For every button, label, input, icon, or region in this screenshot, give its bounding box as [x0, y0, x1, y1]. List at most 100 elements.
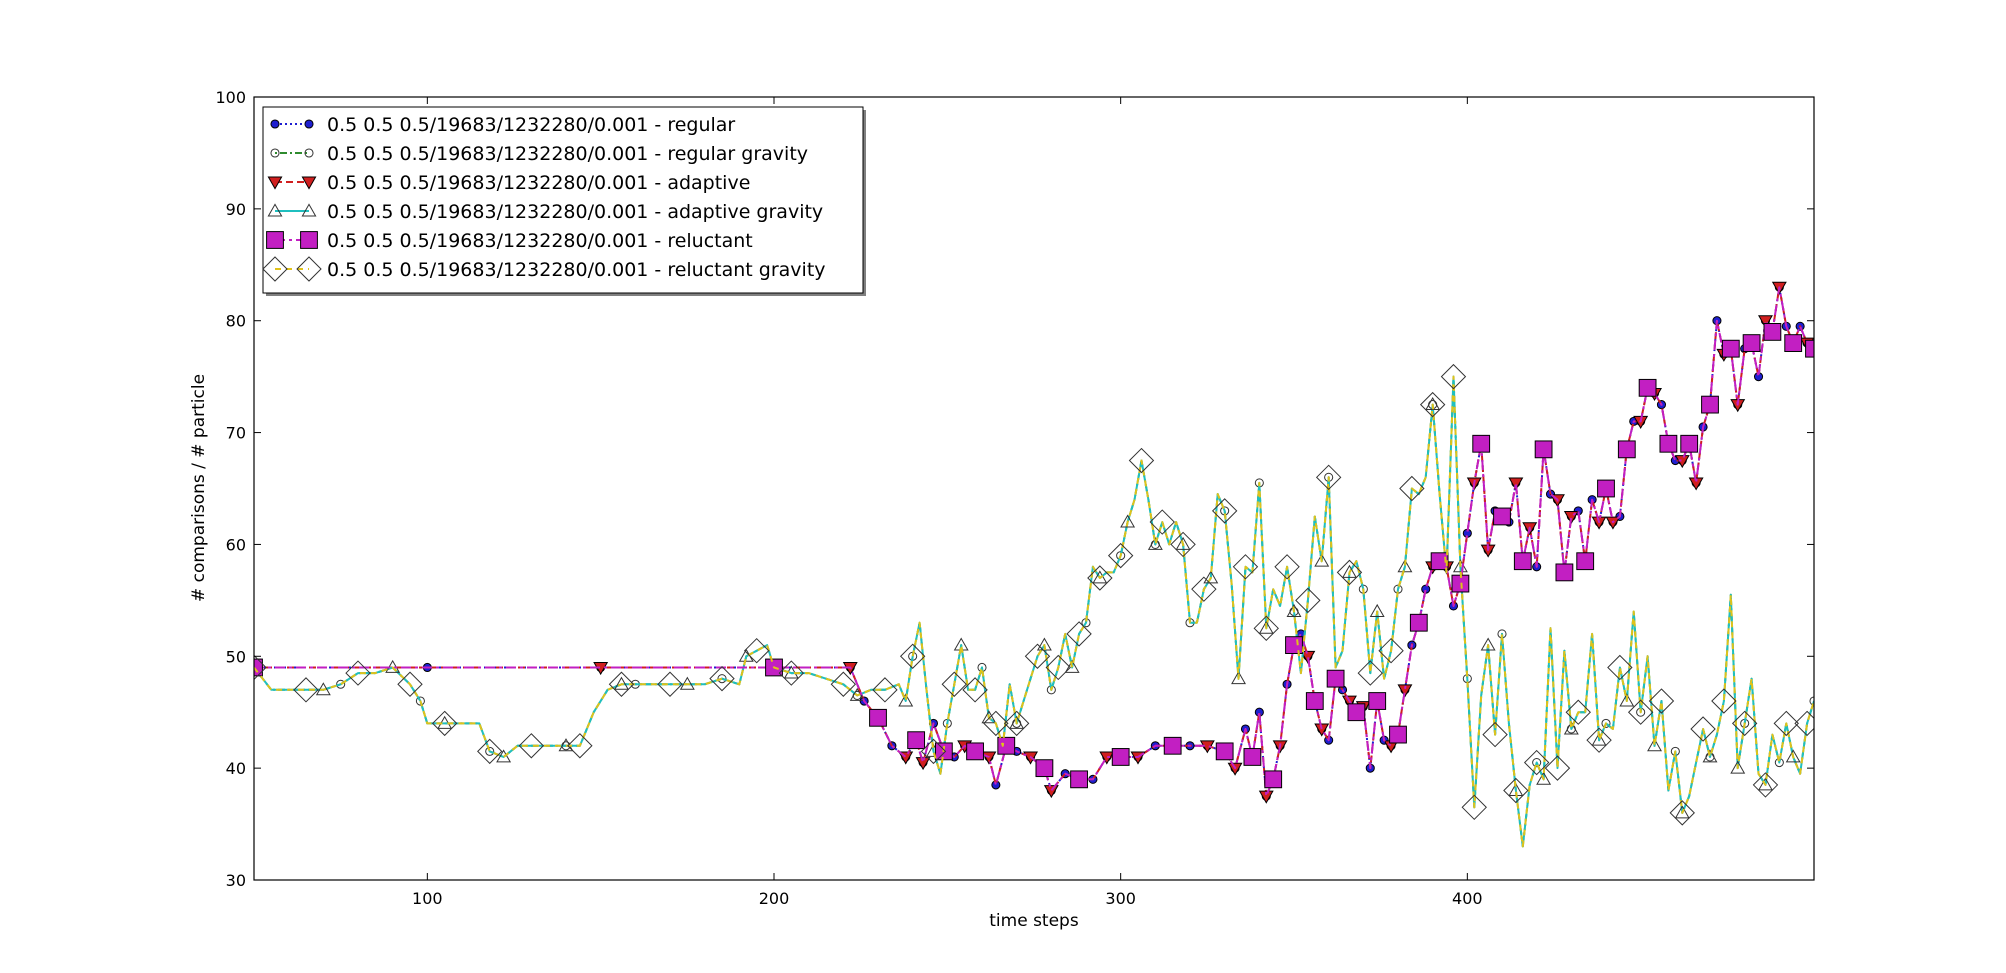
data-point [1536, 771, 1552, 785]
data-point [1591, 732, 1607, 746]
data-point [1523, 749, 1550, 776]
data-point [1742, 334, 1761, 352]
data-point [1397, 684, 1413, 698]
data-point [293, 677, 319, 703]
data-point [966, 742, 984, 761]
data-point [899, 643, 926, 669]
y-tick-label: 90 [226, 200, 246, 219]
data-point [1357, 660, 1383, 686]
data-point [1253, 615, 1279, 642]
data-point [1087, 565, 1113, 591]
legend-entry-1: 0.5 0.5 0.5/19683/1232280/0.001 - regula… [270, 114, 735, 136]
data-point [1215, 742, 1234, 761]
legend-entry-4: 0.5 0.5 0.5/19683/1232280/0.001 - adapti… [267, 201, 823, 223]
data-point [496, 749, 512, 763]
legend-marker [304, 148, 314, 158]
data-point [1430, 552, 1449, 571]
data-point [872, 677, 898, 703]
legend-marker [267, 203, 283, 217]
data-point [1758, 777, 1773, 791]
data-point [1601, 718, 1611, 728]
data-point [1440, 363, 1467, 390]
data-point [415, 696, 425, 706]
data-point [1258, 790, 1274, 804]
data-point [1163, 736, 1182, 755]
data-point [1342, 564, 1357, 578]
data-point [1092, 570, 1108, 584]
data-point [1264, 770, 1283, 789]
data-point [1336, 559, 1363, 586]
data-point [1149, 509, 1175, 535]
y-tick-label: 80 [226, 312, 246, 331]
data-point [1231, 671, 1246, 685]
legend-label: 0.5 0.5 0.5/19683/1232280/0.001 - reluct… [327, 259, 826, 281]
data-point [1070, 770, 1088, 789]
data-point [1647, 738, 1662, 752]
legend-marker [296, 256, 322, 282]
data-point [1461, 794, 1487, 820]
data-point [1711, 688, 1737, 714]
data-point [1534, 440, 1553, 459]
x-tick-label: 200 [759, 889, 790, 908]
data-point [1674, 805, 1690, 819]
data-point [614, 676, 629, 690]
data-point [1731, 710, 1758, 737]
data-point [1794, 710, 1814, 737]
data-point [1773, 710, 1799, 737]
data-point [567, 733, 593, 759]
data-point [1314, 723, 1330, 737]
y-tick-label: 50 [226, 647, 246, 666]
data-point [1397, 559, 1413, 573]
data-point [1128, 447, 1155, 474]
data-point [1669, 800, 1695, 826]
data-point [907, 731, 926, 750]
data-point [1314, 553, 1330, 567]
data-point [1425, 396, 1441, 411]
data-point [1285, 636, 1303, 655]
data-point [1369, 603, 1385, 617]
data-point [1508, 477, 1524, 491]
data-point [1555, 563, 1574, 582]
series-6 [254, 363, 1814, 848]
data-point [981, 710, 997, 724]
legend-box [262, 106, 864, 294]
data-point [1617, 440, 1636, 459]
data-point [1597, 479, 1615, 498]
y-tick-label: 60 [226, 535, 246, 554]
data-point [1203, 570, 1219, 584]
x-tick-label: 100 [412, 889, 443, 908]
data-point [315, 682, 331, 696]
plot-area [254, 281, 1814, 848]
data-point [1659, 434, 1678, 453]
y-tick-label: 70 [226, 424, 246, 443]
x-tick-label: 400 [1452, 889, 1483, 908]
data-point [1752, 772, 1779, 798]
data-point [1721, 339, 1740, 358]
data-point [1232, 554, 1259, 580]
data-point [1286, 603, 1302, 617]
legend-marker [270, 119, 280, 129]
data-point [1305, 692, 1324, 710]
data-point [345, 660, 371, 686]
data-point [920, 738, 947, 765]
legend-entry-2: 0.5 0.5 0.5/19683/1232280/0.001 - regula… [270, 143, 808, 165]
data-point [1315, 464, 1342, 491]
data-point [1368, 692, 1387, 710]
legend-label: 0.5 0.5 0.5/19683/1232280/0.001 - reluct… [327, 230, 753, 252]
y-tick-label: 100 [215, 88, 246, 107]
legend-entry-6: 0.5 0.5 0.5/19683/1232280/0.001 - reluct… [262, 256, 826, 282]
data-point [1258, 620, 1274, 634]
data-point [1147, 536, 1163, 550]
data-point [477, 738, 503, 765]
data-point [1003, 710, 1030, 737]
series-5 [254, 286, 1814, 798]
data-point [1211, 498, 1238, 524]
data-point [1763, 323, 1782, 341]
legend-marker [266, 231, 284, 249]
data-point [830, 671, 857, 697]
legend-marker [301, 203, 317, 217]
data-point [1758, 315, 1773, 329]
data-point [1175, 536, 1191, 550]
data-point [743, 637, 770, 664]
data-point [485, 746, 495, 756]
